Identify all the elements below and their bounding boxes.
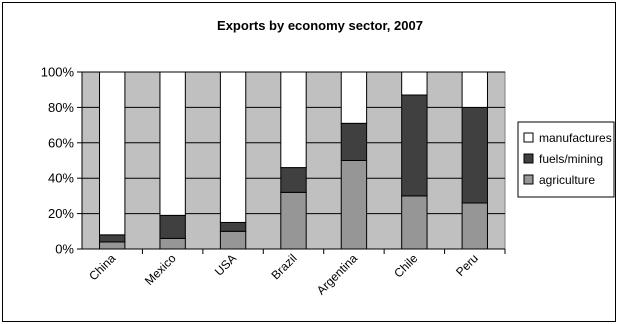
bar-segment-fuels-mining (159, 214, 186, 239)
legend-label: agriculture (539, 173, 595, 187)
bar-segment-agriculture (159, 237, 186, 250)
bar-segment-fuels-mining (401, 94, 428, 197)
y-tick-label: 60% (48, 135, 74, 150)
y-axis: 0% 20% 40% 60% 80% 100% (41, 65, 505, 257)
legend: manufactures fuels/mining agriculture (517, 121, 615, 198)
bar-segment-manufactures (219, 71, 247, 223)
bar-segment-agriculture (461, 202, 488, 250)
bar-segment-agriculture (219, 230, 247, 250)
y-tick-label: 80% (48, 100, 74, 115)
legend-box (517, 121, 615, 198)
bar-segment-fuels-mining (280, 167, 307, 193)
y-tick-label: 20% (48, 206, 74, 221)
y-tick-label: 0% (55, 242, 74, 257)
legend-label: fuels/mining (539, 152, 603, 166)
bar-segment-agriculture (280, 191, 307, 250)
bars (99, 71, 488, 250)
bar-segment-manufactures (461, 71, 488, 108)
bar-segment-manufactures (401, 71, 428, 96)
bar-segment-manufactures (280, 71, 307, 169)
bar-segment-fuels-mining (340, 122, 368, 161)
y-tick-label: 100% (41, 65, 75, 80)
bar-segment-agriculture (340, 160, 368, 250)
legend-swatch (523, 153, 534, 164)
bar-segment-fuels-mining (461, 106, 488, 204)
bar-segment-agriculture (401, 195, 428, 250)
bar-segment-manufactures (340, 71, 368, 124)
bar-segment-fuels-mining (219, 221, 247, 232)
bar-segment-manufactures (159, 71, 186, 216)
chart-title: Exports by economy sector, 2007 (217, 18, 423, 33)
bar-segment-manufactures (99, 71, 126, 236)
legend-swatch (523, 174, 534, 185)
bar-segment-fuels-mining (99, 234, 126, 243)
legend-swatch (523, 132, 534, 143)
y-tick-label: 40% (48, 171, 74, 186)
bar-segment-agriculture (99, 241, 126, 250)
legend-label: manufactures (539, 131, 612, 145)
